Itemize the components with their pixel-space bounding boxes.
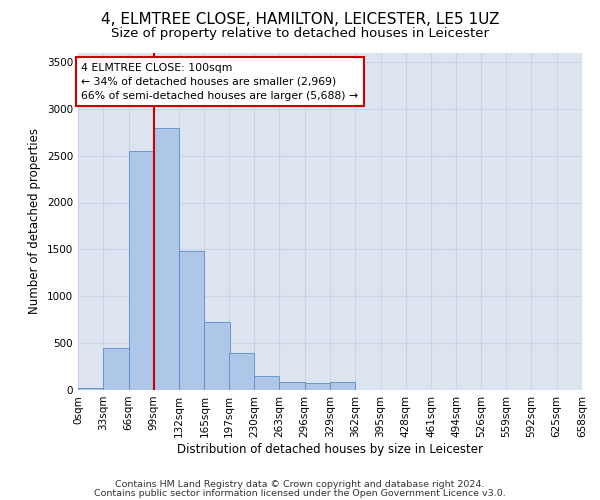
Text: Size of property relative to detached houses in Leicester: Size of property relative to detached ho… <box>111 28 489 40</box>
Text: Contains HM Land Registry data © Crown copyright and database right 2024.: Contains HM Land Registry data © Crown c… <box>115 480 485 489</box>
Text: Contains public sector information licensed under the Open Government Licence v3: Contains public sector information licen… <box>94 488 506 498</box>
Bar <box>205 322 230 390</box>
Y-axis label: Number of detached properties: Number of detached properties <box>28 128 41 314</box>
Bar <box>78 388 103 390</box>
Bar <box>128 151 154 390</box>
Text: 4 ELMTREE CLOSE: 100sqm
← 34% of detached houses are smaller (2,969)
66% of semi: 4 ELMTREE CLOSE: 100sqm ← 34% of detache… <box>81 63 358 101</box>
Bar <box>330 382 355 390</box>
Bar <box>179 251 205 390</box>
X-axis label: Distribution of detached houses by size in Leicester: Distribution of detached houses by size … <box>177 442 483 456</box>
Bar <box>305 382 330 390</box>
Bar <box>154 128 179 390</box>
Text: 4, ELMTREE CLOSE, HAMILTON, LEICESTER, LE5 1UZ: 4, ELMTREE CLOSE, HAMILTON, LEICESTER, L… <box>101 12 499 28</box>
Bar <box>229 354 254 390</box>
Bar <box>103 348 128 390</box>
Bar <box>280 382 305 390</box>
Bar <box>254 376 280 390</box>
